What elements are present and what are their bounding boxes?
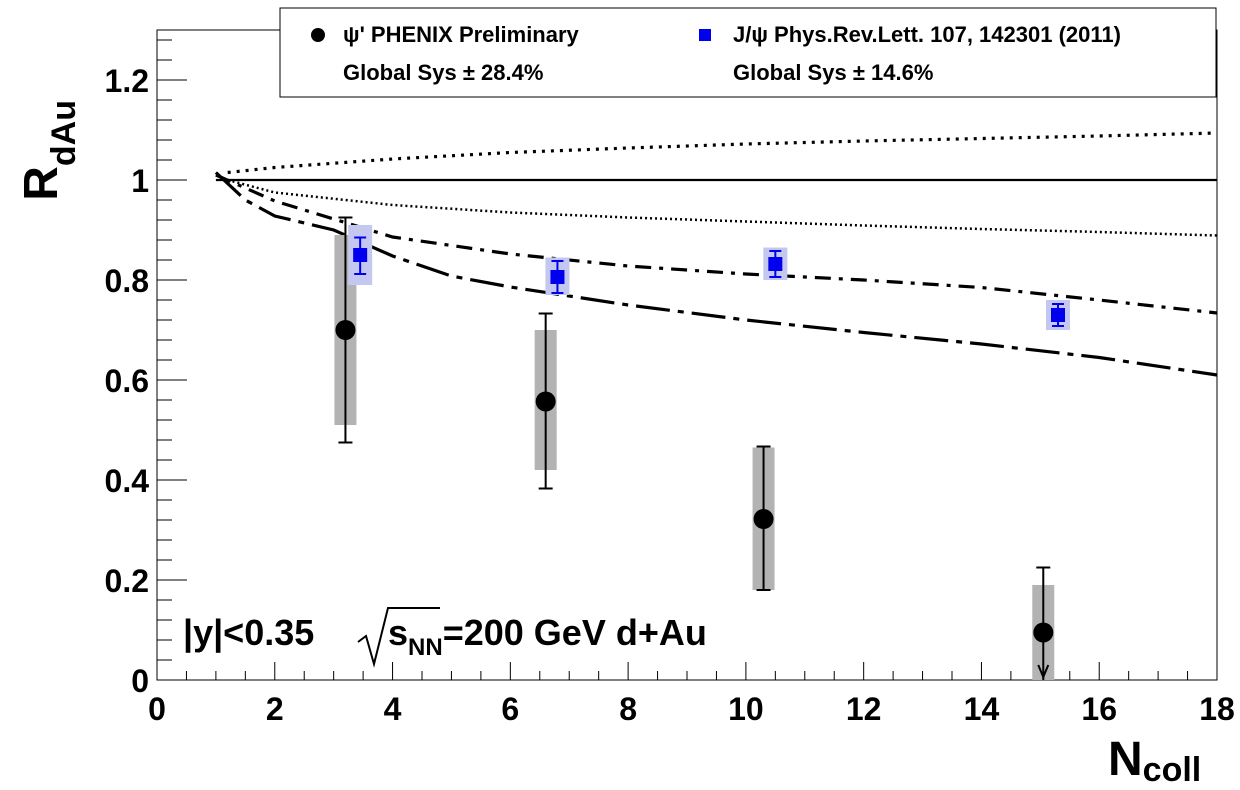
legend: ψ' PHENIX Preliminary Global Sys ± 28.4%… [279,7,1217,98]
model-curve-dotted-coarse [227,131,1218,175]
jpsi-marker [768,257,783,271]
x-tick-label: 12 [846,691,882,727]
data-points [334,216,1070,680]
x-tick-label: 14 [964,691,1000,727]
legend-label-jpsi: J/ψ Phys.Rev.Lett. 107, 142301 (2011) [733,22,1121,47]
x-tick-label: 10 [728,691,764,727]
kinematics-annotation: |y|<0.35 sNN=200 GeV d+Au [183,607,707,668]
plot-frame [156,29,1218,681]
rapidity-cut-label: |y|<0.35 [183,612,314,654]
legend-box [279,7,1217,98]
model-curve-dotted-fine [227,178,1218,237]
model-curve-dash-dot-short [215,173,1218,315]
y-tick-label: 0 [131,663,149,699]
y-tick-label: 1.2 [105,63,149,99]
psi-prime-marker [335,320,356,340]
energy-label: sNN=200 GeV d+Au [388,612,707,661]
x-tick-label: 8 [619,691,637,727]
upper-limit-arrow-icon [1037,664,1050,680]
jpsi-marker [1051,308,1065,322]
y-tick-label: 0.2 [105,563,149,599]
psi-prime-marker [753,509,774,529]
model-curve-dash-dot-long [214,171,1218,377]
y-tick-label: 0.4 [105,463,150,499]
x-tick-label: 4 [384,691,402,727]
y-tick-label: 0.6 [105,363,149,399]
axis-ticks: 0 2 4 6 8 10 12 14 16 18 0 0.2 0.4 0.6 0.8 1 1.2 [105,39,1235,727]
sqrt-sign-icon [357,607,440,668]
y-axis-title: RdAu [15,100,83,201]
legend-marker-jpsi [699,29,711,41]
model-curves [214,131,1218,377]
legend-label-psi-prime: ψ' PHENIX Preliminary [343,22,580,47]
psi-prime-marker [535,391,556,412]
legend-marker-psi-prime [311,28,325,42]
x-tick-label: 18 [1199,691,1235,727]
psi-prime-marker [1033,622,1054,643]
legend-sys-jpsi: Global Sys ± 14.6% [733,60,933,85]
y-tick-label: 0.8 [105,263,149,299]
jpsi-marker [550,270,565,284]
x-tick-label: 2 [266,691,284,727]
x-tick-label: 16 [1081,691,1117,727]
jpsi-marker [353,248,368,262]
x-tick-label: 0 [148,691,166,727]
y-tick-label: 1 [131,163,149,199]
x-tick-label: 6 [501,691,519,727]
legend-sys-psi-prime: Global Sys ± 28.4% [343,60,543,85]
x-axis-title: Ncoll [1108,733,1201,789]
